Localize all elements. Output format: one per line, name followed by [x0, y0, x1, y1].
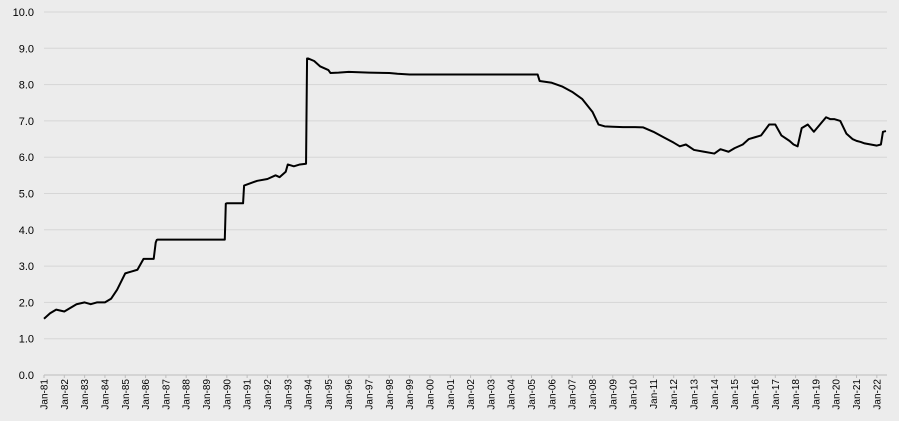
x-tick-label: Jan-94	[304, 379, 315, 410]
y-tick-label: 10.0	[13, 7, 34, 19]
x-tick-label: Jan-16	[750, 379, 761, 410]
x-tick-label: Jan-96	[344, 379, 355, 410]
x-tick-label: Jan-97	[365, 379, 376, 410]
y-tick-label: 5.0	[19, 189, 34, 201]
x-tick-label: Jan-19	[811, 379, 822, 410]
x-tick-label: Jan-09	[608, 379, 619, 410]
y-tick-label: 2.0	[19, 297, 34, 309]
grid-lines	[44, 11, 887, 376]
x-tick-label: Jan-84	[100, 379, 111, 410]
x-tick-label: Jan-04	[507, 379, 518, 410]
x-tick-label: Jan-05	[527, 379, 538, 410]
y-tick-label: 4.0	[19, 225, 34, 237]
y-tick-label: 6.0	[19, 152, 34, 164]
y-tick-label: 7.0	[19, 116, 34, 128]
x-tick-label: Jan-00	[425, 379, 436, 410]
x-tick-label: Jan-14	[710, 379, 721, 410]
series-group	[43, 57, 887, 320]
x-tick-label: Jan-85	[121, 379, 132, 410]
y-tick-label: 9.0	[19, 43, 34, 55]
x-tick-label: Jan-88	[182, 379, 193, 410]
x-tick-label: Jan-90	[222, 379, 233, 410]
x-tick-label: Jan-89	[202, 379, 213, 410]
y-tick-label: 8.0	[19, 80, 34, 92]
y-tick-label: 3.0	[19, 261, 34, 273]
x-tick-label: Jan-03	[486, 379, 497, 410]
x-tick-label: Jan-83	[80, 379, 91, 410]
x-tick-label: Jan-06	[547, 379, 558, 410]
x-tick-label: Jan-21	[852, 379, 863, 410]
x-tick-label: Jan-01	[446, 379, 457, 410]
x-tick-label: Jan-95	[324, 379, 335, 410]
y-tick-label: 0.0	[19, 370, 34, 382]
x-tick-label: Jan-17	[771, 379, 782, 410]
x-tick-label: Jan-18	[791, 379, 802, 410]
x-tick-label: Jan-10	[629, 379, 640, 410]
y-tick-label: 1.0	[19, 334, 34, 346]
x-tick-label: Jan-86	[141, 379, 152, 410]
y-axis-tick-labels: 0.0 1.0 2.0 3.0 4.0 5.0 6.0 7.0 8.0 9.0 10.0	[13, 7, 34, 382]
x-tick-label: Jan-13	[690, 379, 701, 410]
x-tick-label: Jan-99	[405, 379, 416, 410]
x-axis-tick-labels: Jan-81 Jan-82 Jan-83 Jan-84 Jan-85 Jan-86 Jan-…	[40, 375, 883, 410]
x-tick-label: Jan-02	[466, 379, 477, 410]
x-tick-label: Jan-93	[283, 379, 294, 410]
x-tick-label: Jan-11	[649, 379, 660, 409]
x-tick-label: Jan-92	[263, 379, 274, 410]
x-tick-label: Jan-12	[669, 379, 680, 410]
x-tick-label: Jan-08	[588, 379, 599, 410]
x-tick-label: Jan-81	[40, 379, 51, 410]
x-tick-label: Jan-91	[243, 379, 254, 410]
x-tick-label: Jan-98	[385, 379, 396, 410]
series-line-0	[43, 57, 887, 320]
x-tick-label: Jan-15	[730, 379, 741, 410]
x-tick-label: Jan-20	[832, 379, 843, 410]
x-tick-label: Jan-82	[60, 379, 71, 410]
x-tick-label: Jan-87	[161, 379, 172, 410]
x-tick-label: Jan-07	[568, 379, 579, 410]
x-tick-label: Jan-22	[872, 379, 883, 410]
